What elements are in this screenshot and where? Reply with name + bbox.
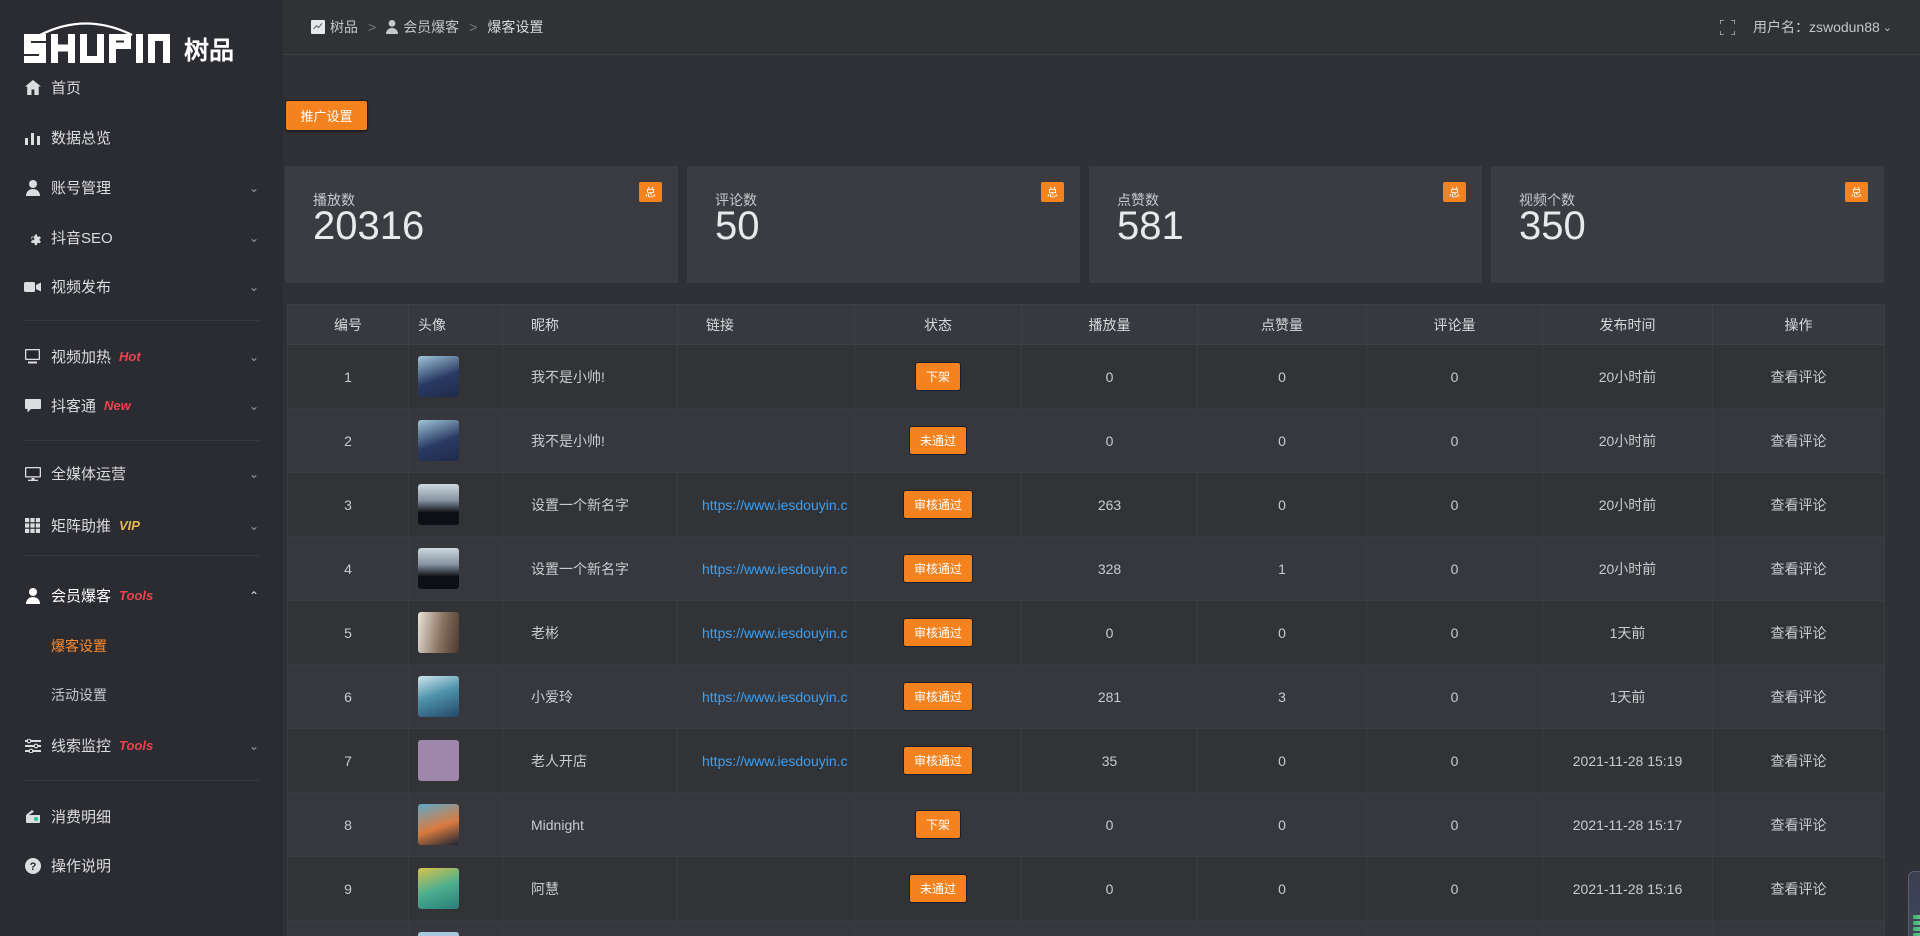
svg-text:?: ? [29,861,36,873]
svg-text:树品: 树品 [184,37,234,65]
